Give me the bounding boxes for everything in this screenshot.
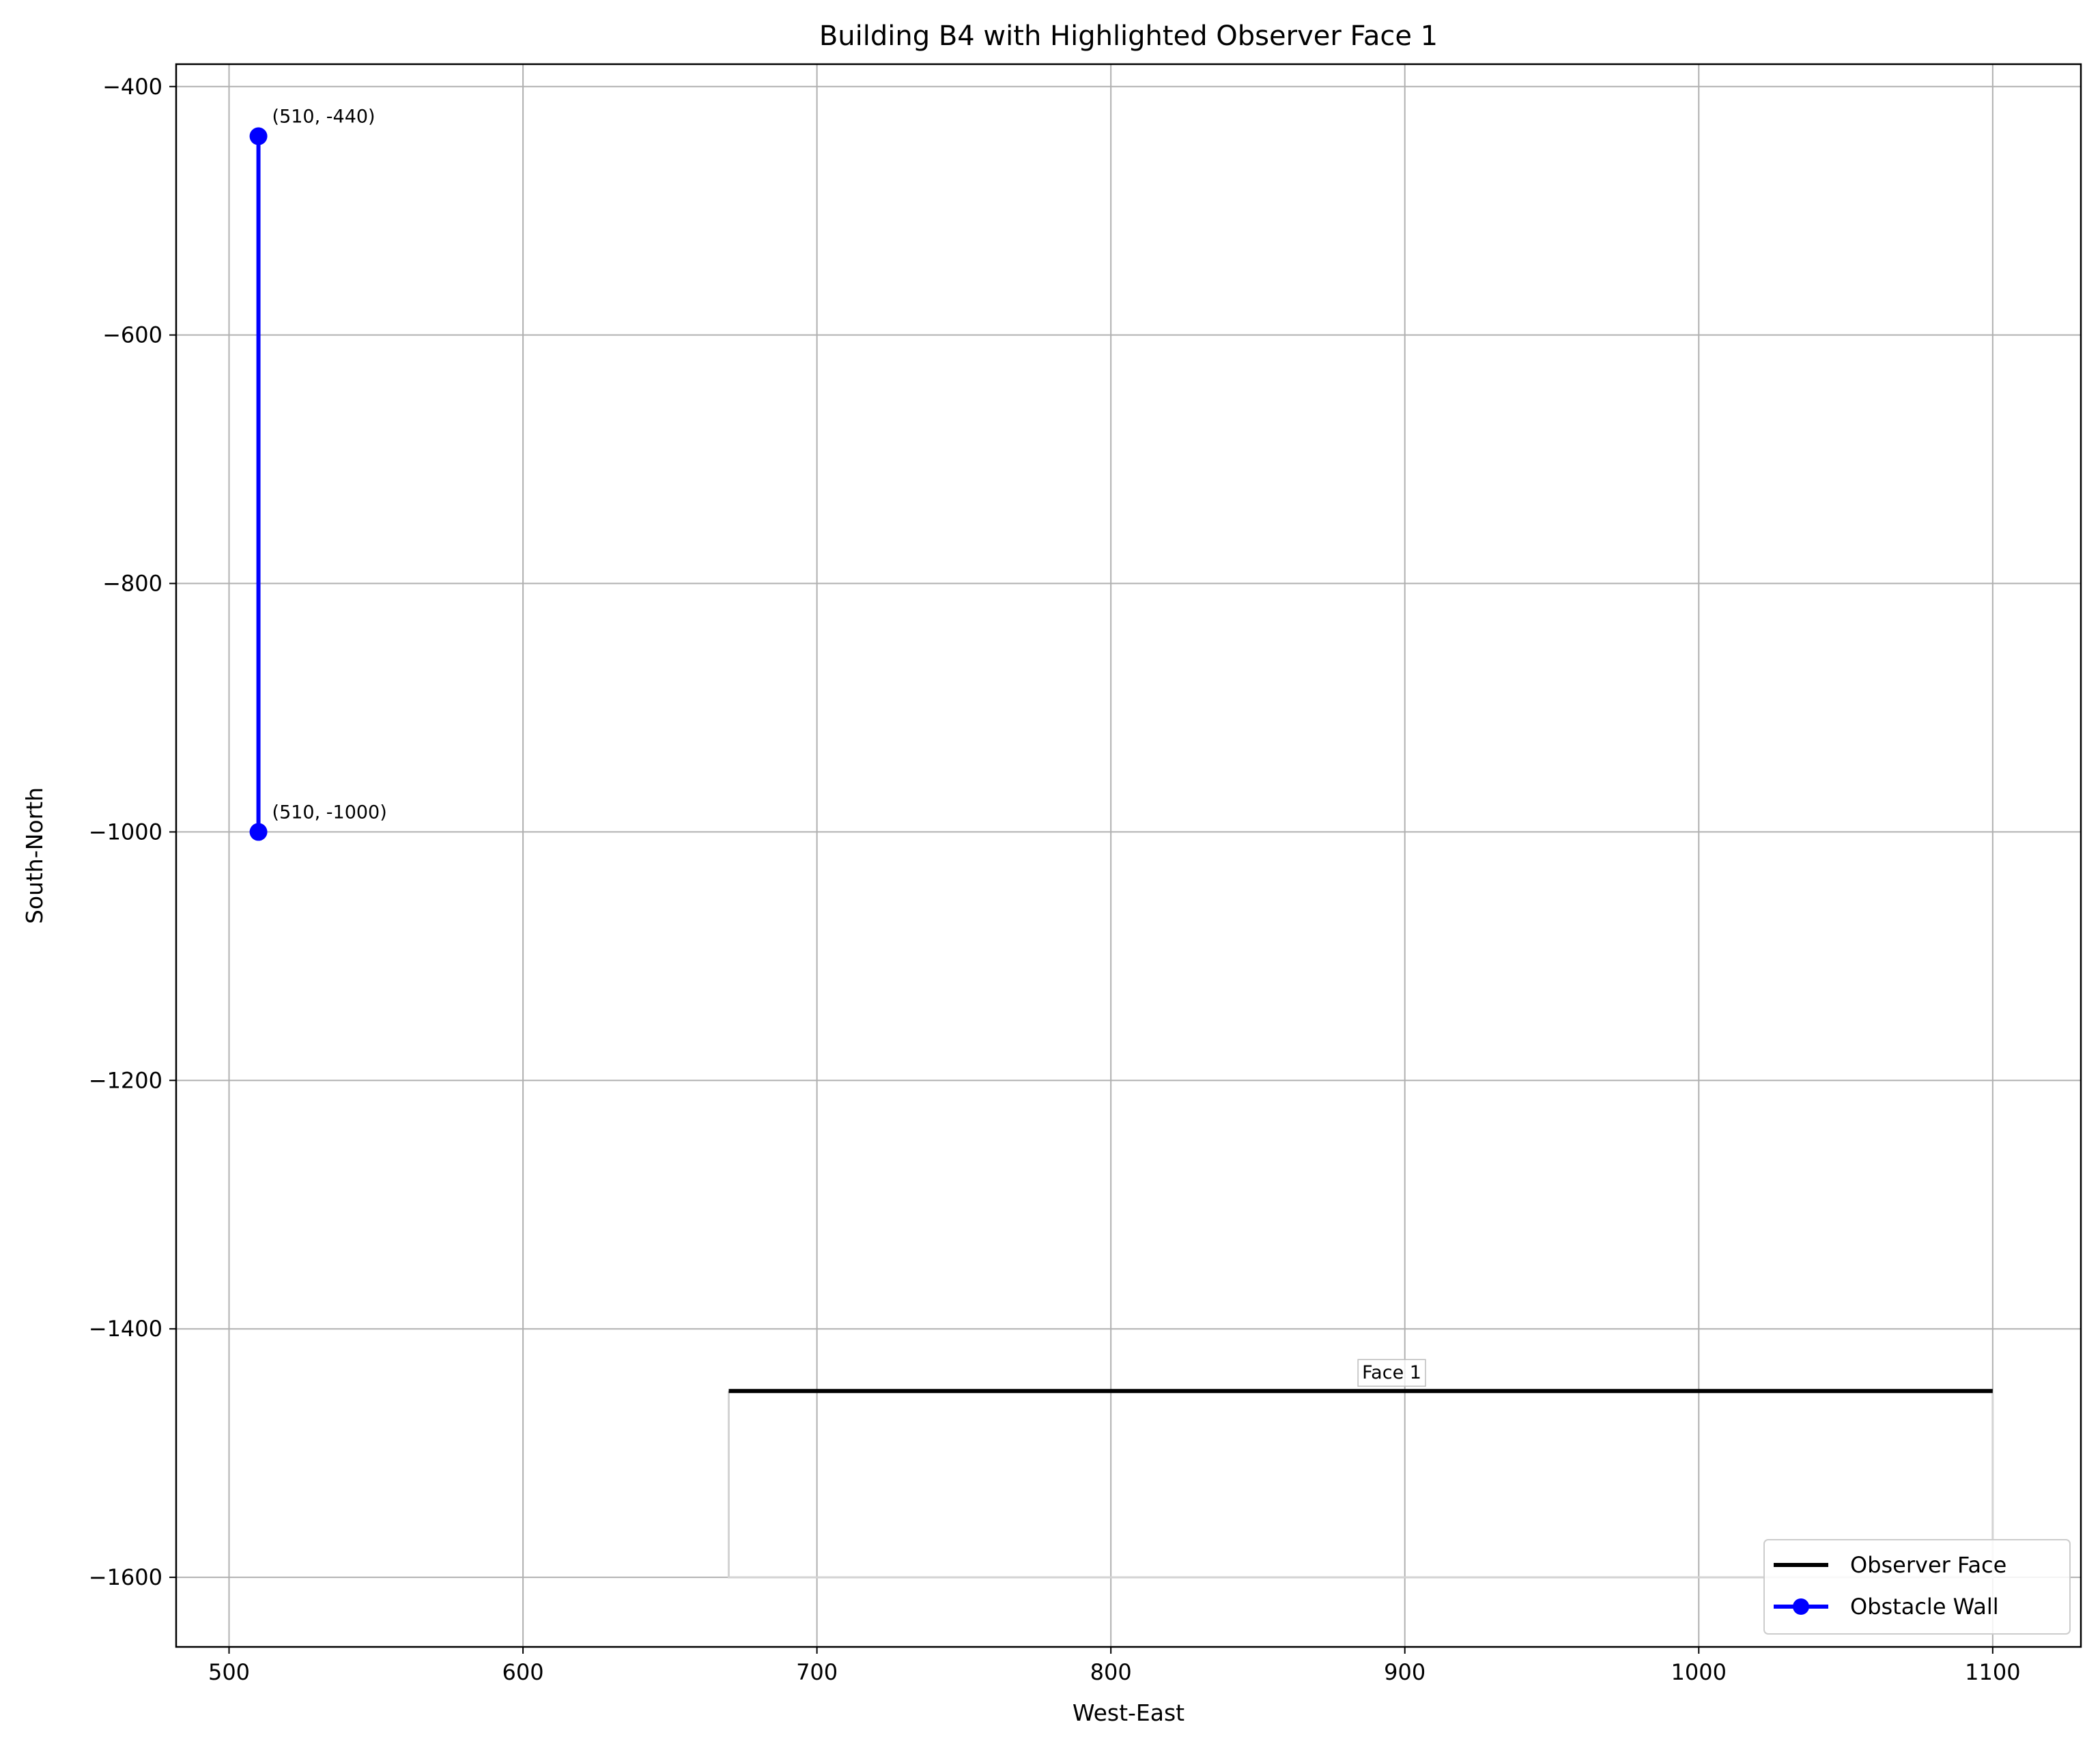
ticks-layer: 500 600 700 800 900 1000 1100 −400 −600 −800 −1000… [89, 74, 2021, 1685]
x-tick-label: 800 [1090, 1659, 1132, 1685]
annotation-box [1357, 1359, 1426, 1387]
legend-box [1763, 1539, 2071, 1635]
annotation: (510, -440) [268, 103, 380, 130]
x-tick-label: 900 [1384, 1659, 1425, 1685]
y-tick-label: −600 [102, 322, 162, 348]
y-tick-label: −1600 [89, 1564, 162, 1590]
building-outline-line [727, 1391, 1994, 1579]
legend-marker-obstacle-wall [1793, 1598, 1809, 1615]
y-tick-label: −400 [102, 74, 162, 100]
annotation: Face 1 [1357, 1359, 1426, 1387]
obstacle-wall-point [249, 823, 268, 841]
y-tick-label: −1000 [89, 819, 162, 845]
x-tick-label: 1000 [1671, 1659, 1727, 1685]
x-tick-label: 600 [502, 1659, 544, 1685]
annotation-box [268, 103, 380, 130]
annotation-label: (510, -1000) [272, 802, 387, 823]
legend-label-obstacle-wall: Obstacle Wall [1850, 1594, 1999, 1620]
annotation-label: (510, -440) [272, 107, 375, 128]
annotation: (510, -1000) [268, 799, 391, 826]
grid-layer [176, 64, 2081, 1647]
annotation-box [268, 799, 391, 826]
y-tick-label: −800 [102, 571, 162, 597]
data-layer: (510, -440) (510, -1000) Face 1 [249, 103, 1994, 1579]
chart-title: Building B4 with Highlighted Observer Fa… [819, 20, 1438, 52]
y-axis-label: South-North [21, 787, 48, 924]
x-axis-label: West-East [1073, 1699, 1184, 1726]
legend: Observer Face Obstacle Wall [1763, 1539, 2071, 1635]
y-tick-label: −1400 [89, 1316, 162, 1342]
legend-label-observer-face: Observer Face [1850, 1552, 2006, 1578]
y-tick-label: −1200 [89, 1067, 162, 1093]
annotation-label: Face 1 [1362, 1362, 1421, 1383]
plot-frame [175, 63, 2082, 1648]
obstacle-wall-point [249, 127, 268, 145]
x-tick-label: 700 [796, 1659, 838, 1685]
x-tick-label: 500 [208, 1659, 250, 1685]
x-tick-label: 1100 [1965, 1659, 2020, 1685]
